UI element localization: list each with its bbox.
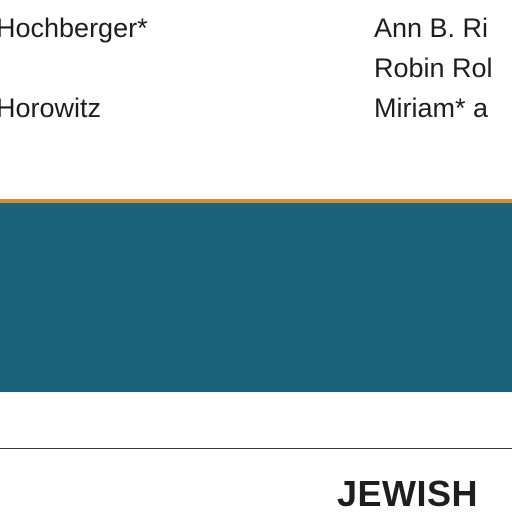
section-heading: JEWISH [337, 473, 479, 514]
divider [0, 448, 512, 449]
donor-name: Miriam* a [374, 93, 489, 123]
donor-name: Ann B. Ri [374, 13, 489, 43]
donor-name: Robin Rol [374, 53, 493, 83]
accent-rule [0, 199, 512, 203]
donor-name: Horowitz [0, 93, 102, 123]
donor-name: Hochberger* [0, 13, 148, 43]
color-band [0, 203, 512, 392]
